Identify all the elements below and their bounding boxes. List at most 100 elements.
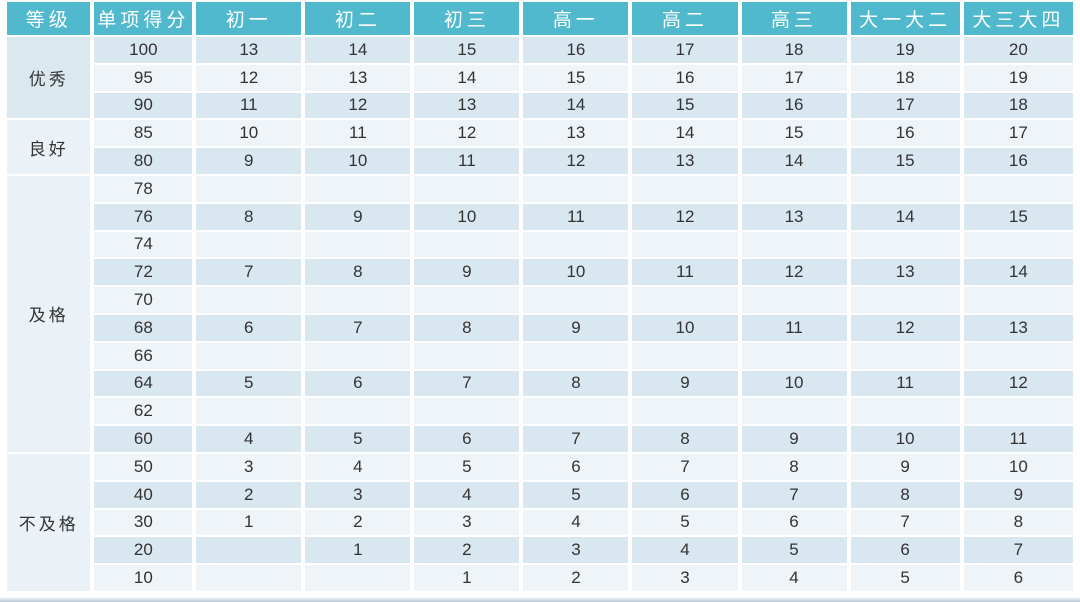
value-cell: 11 xyxy=(850,370,960,397)
score-cell: 85 xyxy=(94,120,193,147)
score-cell: 50 xyxy=(94,453,193,480)
column-header: 大一大二 xyxy=(850,2,960,35)
value-cell: 2 xyxy=(414,537,520,564)
value-cell: 9 xyxy=(523,314,629,341)
value-cell xyxy=(196,537,302,564)
value-cell: 5 xyxy=(850,565,960,591)
value-cell: 11 xyxy=(632,259,738,286)
value-cell: 13 xyxy=(850,259,960,286)
value-cell: 3 xyxy=(523,537,629,564)
value-cell xyxy=(632,287,738,313)
value-cell: 9 xyxy=(963,481,1073,508)
value-cell: 12 xyxy=(850,314,960,341)
value-cell: 17 xyxy=(963,120,1073,147)
value-cell xyxy=(305,565,411,591)
value-cell xyxy=(963,398,1073,425)
value-cell xyxy=(305,231,411,258)
value-cell: 3 xyxy=(305,481,411,508)
column-header: 初三 xyxy=(414,2,520,35)
value-cell: 2 xyxy=(523,565,629,591)
value-cell: 18 xyxy=(850,64,960,91)
score-cell: 62 xyxy=(94,398,193,425)
table-row: 及格 7 8 xyxy=(7,175,1073,452)
table-body: 优秀 100 13 14 15 16 17 18 19 20 95 12 13 14 15 16 17 18 19 9… xyxy=(7,37,1073,591)
value-cell: 10 xyxy=(305,148,411,174)
value-cell: 4 xyxy=(741,565,847,591)
value-cell: 7 xyxy=(305,314,411,341)
header-row: 等级 单项得分 初一 初二 初三 高一 高二 高三 大一大二 大三大四 xyxy=(7,2,1073,35)
value-cell: 1 xyxy=(196,509,302,536)
value-cell xyxy=(196,398,302,425)
grade-category-cell: 及格 xyxy=(7,175,91,452)
value-cell xyxy=(741,342,847,369)
value-cell: 13 xyxy=(741,203,847,230)
value-cell xyxy=(523,342,629,369)
value-cell: 15 xyxy=(850,148,960,174)
score-cell: 68 xyxy=(94,314,193,341)
table-row: 不及格 50 3 4 5 6 7 8 9 10 xyxy=(7,453,1073,591)
value-cell: 17 xyxy=(741,64,847,91)
value-cell: 20 xyxy=(963,37,1073,63)
value-cell: 11 xyxy=(741,314,847,341)
value-cell xyxy=(741,231,847,258)
value-cell xyxy=(850,398,960,425)
value-cell xyxy=(850,287,960,313)
value-cell xyxy=(523,231,629,258)
score-cell: 72 xyxy=(94,259,193,286)
value-cell: 16 xyxy=(523,37,629,63)
score-cell: 64 xyxy=(94,370,193,397)
value-cell xyxy=(850,175,960,202)
value-cell: 12 xyxy=(963,370,1073,397)
value-cell: 11 xyxy=(414,148,520,174)
value-cell xyxy=(632,231,738,258)
grade-category-cell: 良好 xyxy=(7,120,91,174)
value-cell: 11 xyxy=(196,92,302,119)
value-cell: 6 xyxy=(632,481,738,508)
value-cell: 5 xyxy=(414,453,520,480)
table-row: 95 12 13 14 15 16 17 18 19 xyxy=(7,64,1073,91)
value-cell xyxy=(414,175,520,202)
column-header: 高一 xyxy=(523,2,629,35)
value-cell: 9 xyxy=(632,370,738,397)
value-cell: 6 xyxy=(305,370,411,397)
value-cell: 3 xyxy=(632,565,738,591)
value-cell: 3 xyxy=(196,453,302,480)
score-cell: 76 xyxy=(94,203,193,230)
value-cell: 11 xyxy=(305,120,411,147)
value-cell: 12 xyxy=(305,92,411,119)
column-header: 高二 xyxy=(632,2,738,35)
column-header: 高三 xyxy=(741,2,847,35)
value-cell: 1 xyxy=(414,565,520,591)
value-cell: 10 xyxy=(741,370,847,397)
value-cell: 8 xyxy=(196,203,302,230)
value-cell: 2 xyxy=(305,509,411,536)
value-cell: 18 xyxy=(963,92,1073,119)
value-cell: 12 xyxy=(741,259,847,286)
value-cell: 15 xyxy=(414,37,520,63)
value-cell: 7 xyxy=(523,426,629,452)
score-cell: 95 xyxy=(94,64,193,91)
table-row: 30 1 2 3 4 5 6 7 8 xyxy=(7,509,1073,536)
value-cell: 7 xyxy=(632,453,738,480)
value-cell xyxy=(196,231,302,258)
value-cell: 16 xyxy=(850,120,960,147)
value-cell: 11 xyxy=(523,203,629,230)
value-cell xyxy=(196,287,302,313)
score-cell: 80 xyxy=(94,148,193,174)
value-cell: 14 xyxy=(305,37,411,63)
value-cell: 8 xyxy=(523,370,629,397)
score-cell: 40 xyxy=(94,481,193,508)
value-cell: 15 xyxy=(963,203,1073,230)
value-cell: 5 xyxy=(196,370,302,397)
table-row: 64 5 6 7 8 9 10 11 12 xyxy=(7,370,1073,397)
value-cell: 13 xyxy=(305,64,411,91)
value-cell xyxy=(414,342,520,369)
value-cell xyxy=(196,175,302,202)
value-cell xyxy=(414,398,520,425)
value-cell xyxy=(741,398,847,425)
table-row: 70 xyxy=(7,287,1073,313)
value-cell: 5 xyxy=(523,481,629,508)
value-cell xyxy=(523,398,629,425)
value-cell: 10 xyxy=(196,120,302,147)
